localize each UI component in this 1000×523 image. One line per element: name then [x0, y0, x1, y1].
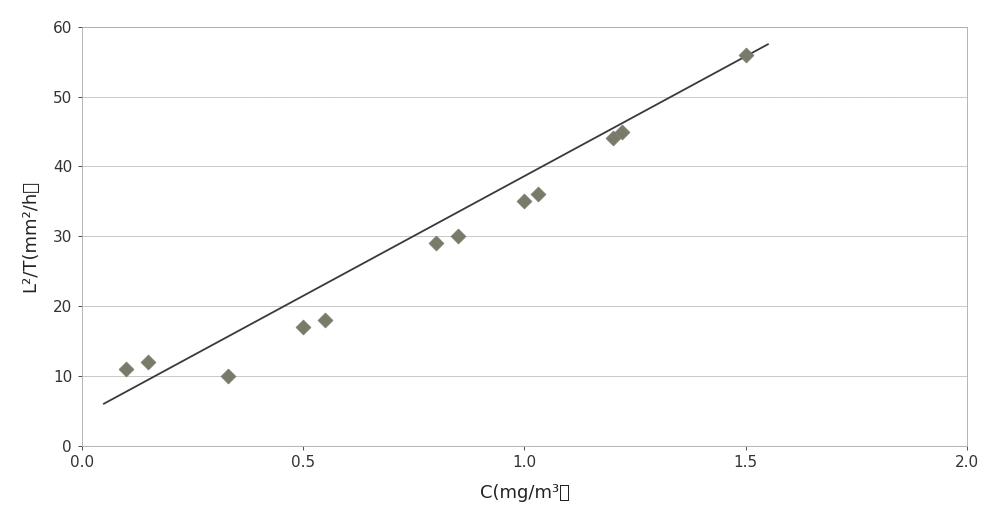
Point [295, 323, 311, 331]
Point [317, 316, 333, 324]
Point [118, 365, 134, 373]
Point [428, 239, 444, 247]
Point [220, 371, 236, 380]
Point [530, 190, 546, 199]
Point [614, 127, 630, 135]
Point [140, 358, 156, 366]
Y-axis label: L²/T(mm²/h）: L²/T(mm²/h） [21, 180, 39, 292]
Point [738, 51, 754, 59]
Point [605, 134, 621, 143]
X-axis label: C(mg/m³）: C(mg/m³） [480, 484, 569, 502]
Point [516, 197, 532, 206]
Point [450, 232, 466, 241]
